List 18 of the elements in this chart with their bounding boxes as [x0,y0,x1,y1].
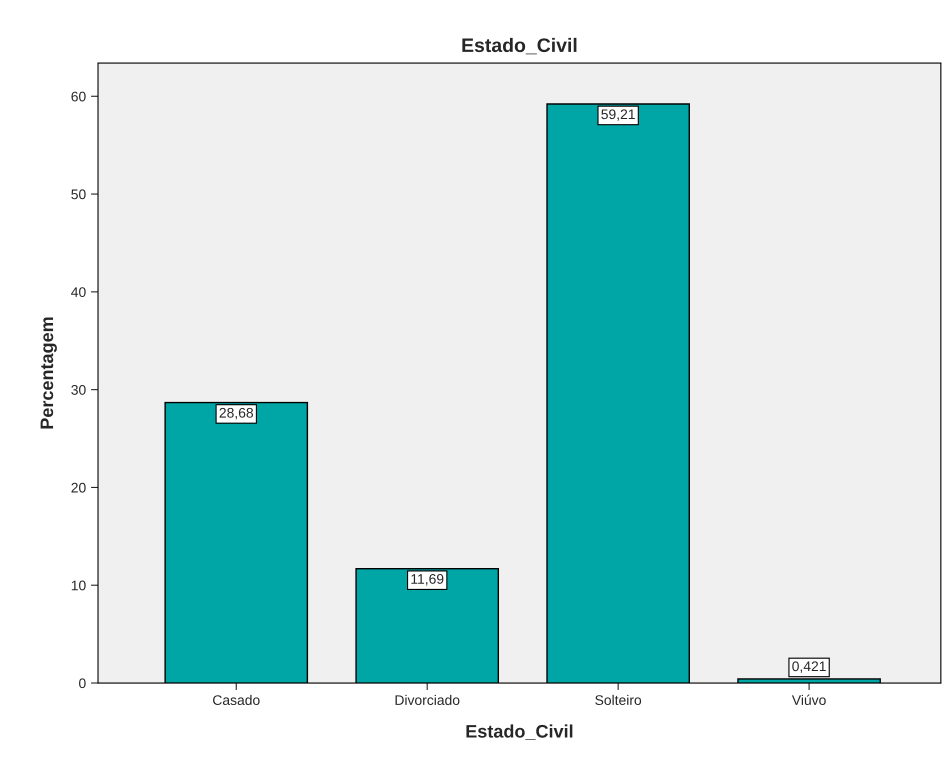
x-tick-label: Solteiro [595,694,642,706]
y-tick-label: 40 [71,287,86,298]
y-tick-label: 0 [79,678,86,688]
y-tick-label: 30 [71,384,86,395]
x-tick-label: Viúvo [792,694,826,706]
y-tick-label: 50 [71,189,86,200]
x-axis-title: Estado_Civil [466,724,572,740]
y-tick-label: 20 [71,482,86,493]
x-tick-label: Casado [213,694,260,706]
y-axis-title: Percentagem [40,317,57,429]
data-label: 28,68 [220,408,254,420]
x-tick-label: Divorciado [396,694,460,706]
data-label: 11,69 [411,574,444,586]
y-tick-label: 60 [71,92,86,102]
y-tick-label: 10 [72,580,86,590]
data-label: 59,21 [601,109,635,121]
chart-title: Estado_Civil [462,38,576,54]
data-label: 0,421 [792,661,826,673]
